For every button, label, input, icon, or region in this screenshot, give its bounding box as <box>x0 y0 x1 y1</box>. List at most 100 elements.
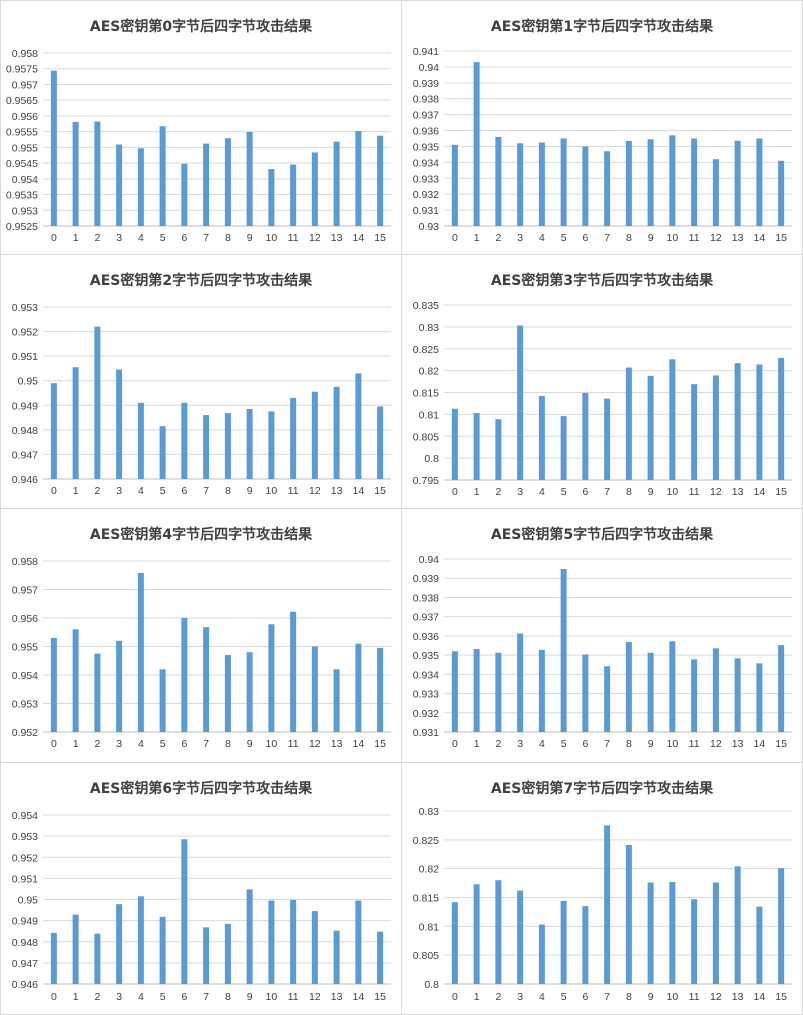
bar-3 <box>116 904 123 984</box>
y-tick-label: 0.95 <box>18 895 39 907</box>
x-tick-label: 7 <box>604 232 610 244</box>
bar-2 <box>94 326 101 479</box>
bar-11 <box>691 384 698 480</box>
bar-6 <box>181 618 188 732</box>
chart-svg-byte-3: AES密钥第3字节后四字节攻击结果 0.795 0.8 0.805 0.81 0.815 0… <box>413 272 792 498</box>
y-tick-label: 0.954 <box>12 174 38 186</box>
y-tick-label: 0.938 <box>413 592 439 604</box>
y-tick-label: 0.931 <box>413 205 439 217</box>
bar-15 <box>377 647 384 732</box>
x-tick-label: 4 <box>138 232 144 244</box>
y-tick-label: 0.825 <box>413 835 439 847</box>
x-tick-label: 3 <box>517 486 523 498</box>
y-tick-label: 0.956 <box>12 111 38 123</box>
bar-1 <box>72 367 79 479</box>
bar-11 <box>290 397 297 479</box>
y-tick-label: 0.956 <box>12 613 38 625</box>
x-tick-label: 1 <box>474 991 480 1003</box>
y-tick-label: 0.952 <box>12 852 38 864</box>
x-tick-label: 2 <box>94 485 100 497</box>
x-tick-label: 14 <box>754 991 766 1003</box>
bar-14 <box>355 900 362 984</box>
y-tick-label: 0.95 <box>18 376 39 388</box>
x-tick-label: 3 <box>116 738 122 750</box>
bar-10 <box>268 169 275 226</box>
chart-title: AES密钥第7字节后四字节攻击结果 <box>491 780 714 797</box>
x-tick-label: 15 <box>374 232 386 244</box>
chart-svg-byte-4: AES密钥第4字节后四字节攻击结果 0.952 0.953 0.954 0.955 0.9… <box>12 526 391 750</box>
bar-15 <box>778 160 785 226</box>
x-tick-label: 5 <box>561 738 567 750</box>
x-tick-label: 0 <box>51 232 57 244</box>
bar-13 <box>333 930 340 984</box>
x-tick-label: 2 <box>495 232 501 244</box>
chart-svg-byte-0: AES密钥第0字节后四字节攻击结果 0.9525 0.953 0.9535 0.954 0… <box>6 18 391 244</box>
bar-9 <box>647 882 654 984</box>
x-tick-label: 6 <box>181 738 187 750</box>
x-tick-label: 7 <box>604 738 610 750</box>
y-tick-label: 0.938 <box>413 94 439 106</box>
x-tick-label: 3 <box>517 232 523 244</box>
bar-6 <box>181 402 188 479</box>
bar-5 <box>159 669 166 732</box>
x-tick-label: 6 <box>181 991 187 1003</box>
x-tick-label: 2 <box>495 991 501 1003</box>
bar-11 <box>691 659 698 732</box>
bar-8 <box>224 655 231 732</box>
x-tick-label: 1 <box>73 991 79 1003</box>
x-tick-label: 4 <box>539 991 545 1003</box>
x-tick-label: 12 <box>309 738 321 750</box>
bar-1 <box>473 413 480 480</box>
bar-8 <box>625 845 632 984</box>
y-tick-label: 0.953 <box>12 302 38 314</box>
x-tick-label: 5 <box>561 232 567 244</box>
x-tick-label: 14 <box>754 232 766 244</box>
bar-1 <box>473 648 480 732</box>
chart-panel-byte-1: AES密钥第1字节后四字节攻击结果 0.93 0.931 0.932 0.933 0.93… <box>401 0 803 255</box>
bar-15 <box>377 931 384 984</box>
x-tick-label: 13 <box>331 232 343 244</box>
bar-3 <box>517 633 524 732</box>
bar-14 <box>355 643 362 732</box>
chart-svg-byte-6: AES密钥第6字节后四字节攻击结果 0.946 0.947 0.948 0.949 0.9… <box>12 780 391 1003</box>
bar-3 <box>517 325 524 480</box>
y-tick-label: 0.955 <box>12 642 38 654</box>
x-tick-label: 3 <box>517 738 523 750</box>
bar-14 <box>355 131 362 226</box>
x-tick-label: 1 <box>73 485 79 497</box>
bar-8 <box>224 138 231 226</box>
x-tick-label: 0 <box>51 991 57 1003</box>
y-tick-label: 0.952 <box>12 327 38 339</box>
bar-11 <box>691 138 698 226</box>
y-tick-label: 0.805 <box>413 431 439 443</box>
bar-12 <box>311 911 318 984</box>
x-tick-label: 6 <box>582 232 588 244</box>
y-tick-label: 0.93 <box>419 221 440 233</box>
y-tick-label: 0.939 <box>413 78 439 90</box>
x-tick-label: 2 <box>495 486 501 498</box>
chart-panel-byte-7: AES密钥第7字节后四字节攻击结果 0.8 0.805 0.81 0.815 0.82 0.… <box>401 762 803 1015</box>
bar-7 <box>604 666 611 732</box>
x-tick-label: 9 <box>247 485 253 497</box>
bar-14 <box>756 364 763 480</box>
x-tick-label: 7 <box>203 991 209 1003</box>
bar-0 <box>50 637 57 732</box>
x-tick-label: 8 <box>225 485 231 497</box>
x-tick-label: 3 <box>517 991 523 1003</box>
bar-5 <box>159 126 166 226</box>
y-tick-label: 0.957 <box>12 585 38 597</box>
x-tick-label: 9 <box>247 232 253 244</box>
x-tick-label: 0 <box>452 991 458 1003</box>
x-tick-label: 15 <box>374 991 386 1003</box>
bar-7 <box>604 398 611 480</box>
y-tick-label: 0.9535 <box>6 190 38 202</box>
bar-14 <box>756 663 763 732</box>
y-tick-label: 0.934 <box>413 669 439 681</box>
x-tick-label: 5 <box>561 486 567 498</box>
y-tick-label: 0.8 <box>424 453 439 465</box>
bar-4 <box>538 924 545 984</box>
x-tick-label: 6 <box>582 991 588 1003</box>
chart-panel-byte-5: AES密钥第5字节后四字节攻击结果 0.931 0.932 0.933 0.934 0.9… <box>401 508 803 763</box>
y-tick-label: 0.958 <box>12 556 38 568</box>
x-tick-label: 4 <box>138 991 144 1003</box>
